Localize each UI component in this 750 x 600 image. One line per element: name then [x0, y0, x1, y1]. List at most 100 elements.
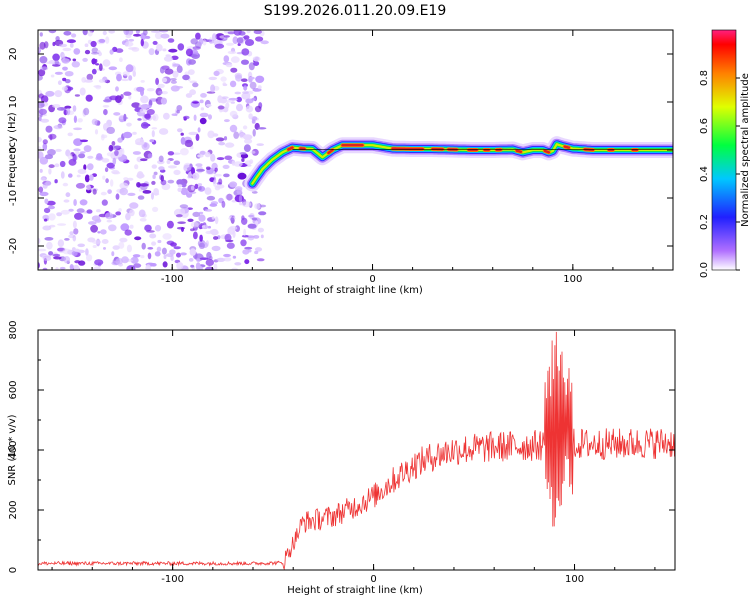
noise-blob — [180, 187, 188, 196]
noise-blob — [162, 48, 167, 52]
noise-blob — [123, 113, 127, 122]
noise-blob — [224, 155, 233, 161]
noise-blob — [189, 89, 197, 96]
noise-blob — [39, 191, 49, 197]
noise-blob — [195, 163, 203, 167]
noise-blob — [98, 51, 102, 57]
noise-blob — [50, 74, 55, 78]
noise-blob — [72, 234, 77, 242]
noise-blob — [89, 174, 94, 181]
noise-blob — [214, 216, 219, 225]
noise-blob — [106, 126, 115, 134]
noise-blob — [243, 134, 253, 140]
ridge-hot-core — [327, 148, 334, 155]
noise-blob — [73, 264, 79, 270]
noise-blob — [160, 97, 167, 105]
noise-blob — [59, 266, 66, 270]
noise-blob — [182, 74, 190, 81]
noise-blob — [253, 235, 260, 239]
noise-blob — [233, 131, 240, 139]
figure-title: S199.2026.011.20.09.E19 — [264, 3, 447, 19]
noise-blob — [126, 122, 132, 127]
noise-blob — [67, 153, 73, 160]
noise-blob — [140, 38, 144, 47]
noise-blob — [250, 150, 256, 154]
noise-blob — [54, 71, 63, 75]
noise-blob — [119, 182, 129, 189]
noise-blob — [242, 249, 250, 255]
noise-blob — [106, 162, 115, 169]
noise-blob — [191, 167, 195, 175]
noise-blob — [119, 237, 128, 243]
noise-blob — [102, 59, 111, 67]
noise-blob — [141, 242, 146, 250]
noise-blob — [40, 177, 46, 181]
noise-blob — [54, 163, 60, 168]
noise-blob — [58, 43, 68, 48]
noise-blob — [248, 113, 253, 120]
noise-blob — [170, 242, 177, 247]
noise-blob — [245, 105, 254, 113]
noise-blob — [248, 214, 255, 218]
noise-blob — [205, 258, 214, 267]
noise-blob — [120, 223, 130, 232]
noise-blob — [148, 48, 155, 56]
ridge-hot-core — [515, 149, 522, 154]
noise-blob — [44, 237, 54, 241]
noise-blob — [132, 254, 141, 258]
noise-blob — [105, 178, 109, 184]
noise-blob — [52, 53, 60, 61]
noise-blob — [240, 239, 247, 247]
colorbar-tick-label: 0.2 — [699, 214, 710, 230]
noise-blob — [73, 127, 83, 131]
noise-blob — [180, 148, 189, 156]
noise-blob — [45, 90, 55, 97]
noise-blob — [85, 184, 91, 191]
noise-blob — [134, 236, 142, 241]
noise-blob — [39, 32, 43, 37]
noise-blob — [245, 98, 254, 104]
noise-blob — [68, 173, 73, 178]
noise-blob — [179, 208, 186, 216]
noise-blob — [79, 139, 89, 143]
noise-blob — [223, 257, 232, 262]
noise-blob — [176, 65, 183, 73]
noise-blob — [52, 253, 61, 257]
noise-blob — [42, 225, 52, 231]
noise-blob — [119, 187, 128, 196]
noise-blob — [57, 223, 67, 226]
noise-blob — [157, 239, 162, 244]
noise-blob — [198, 211, 204, 215]
noise-blob — [115, 48, 124, 53]
noise-blob — [152, 115, 157, 121]
noise-blob — [165, 253, 174, 258]
noise-blob — [138, 209, 146, 218]
noise-blob — [38, 146, 42, 150]
noise-blob — [168, 48, 178, 53]
spec-ytick-label: 0 — [8, 147, 19, 153]
noise-blob — [218, 178, 223, 186]
noise-blob — [54, 59, 59, 65]
noise-blob — [147, 153, 153, 159]
noise-blob — [236, 103, 243, 112]
noise-blob — [98, 79, 105, 83]
noise-blob — [227, 50, 237, 55]
noise-blob — [124, 41, 134, 47]
spec-ytick-label: -20 — [8, 238, 19, 254]
noise-blob — [101, 158, 110, 163]
noise-blob — [246, 30, 251, 34]
snr-ytick-label: 200 — [8, 500, 19, 519]
noise-blob — [130, 256, 139, 264]
noise-blob — [87, 163, 94, 171]
noise-blob — [48, 213, 56, 221]
colorbar-tick-label: 0.6 — [699, 118, 710, 134]
noise-blob — [77, 168, 87, 174]
noise-blob — [79, 199, 88, 206]
noise-blob — [163, 254, 167, 259]
noise-blob — [68, 208, 74, 212]
noise-blob — [252, 129, 256, 137]
noise-blob — [206, 103, 212, 107]
noise-blob — [236, 187, 243, 195]
noise-blob — [206, 195, 216, 201]
